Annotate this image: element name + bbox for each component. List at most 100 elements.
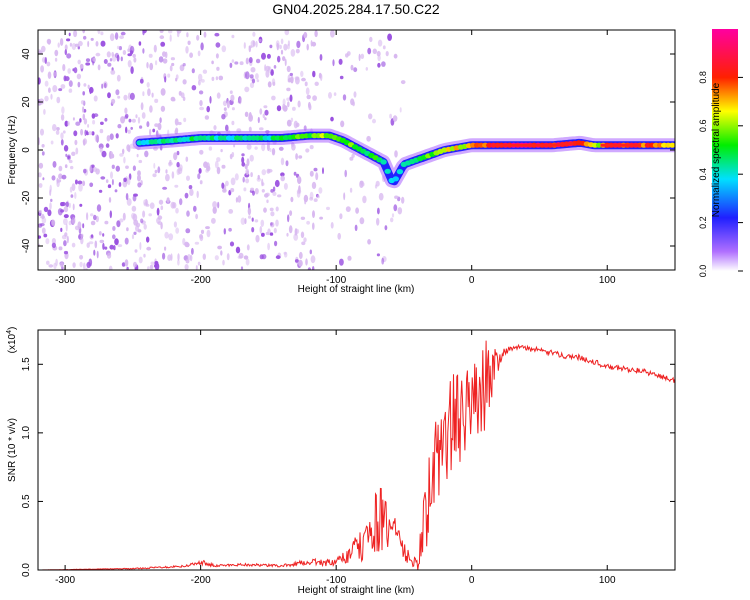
- noise-speck: [122, 148, 125, 155]
- noise-speck: [307, 267, 312, 270]
- snr-line: [38, 340, 675, 570]
- noise-speck: [286, 97, 291, 101]
- noise-speck: [85, 62, 91, 66]
- noise-speck: [274, 240, 278, 247]
- noise-speck: [326, 206, 330, 211]
- noise-speck: [84, 129, 87, 136]
- noise-speck: [104, 82, 107, 89]
- noise-speck: [188, 185, 193, 190]
- noise-speck: [40, 128, 44, 136]
- noise-speck: [89, 164, 92, 173]
- noise-speck: [189, 254, 193, 262]
- noise-speck: [52, 85, 58, 93]
- noise-speck: [179, 64, 185, 72]
- noise-speck: [48, 264, 54, 268]
- y-tick-label: -20: [21, 190, 32, 205]
- noise-speck: [132, 53, 136, 58]
- noise-speck: [353, 91, 357, 98]
- noise-speck: [176, 161, 180, 168]
- noise-speck: [59, 262, 64, 268]
- noise-speck: [165, 173, 170, 182]
- colorbar-tick-label: 0.2: [698, 216, 708, 229]
- noise-speck: [254, 188, 259, 195]
- noise-speck: [311, 181, 317, 189]
- noise-speck: [342, 94, 347, 101]
- noise-speck: [295, 48, 300, 54]
- noise-speck: [137, 174, 141, 182]
- noise-speck: [273, 227, 277, 234]
- noise-speck: [70, 165, 74, 170]
- noise-speck: [143, 253, 146, 258]
- noise-speck: [306, 220, 310, 225]
- noise-speck: [204, 115, 210, 120]
- noise-speck: [82, 180, 86, 187]
- noise-speck: [229, 241, 235, 247]
- noise-speck: [359, 217, 365, 225]
- noise-speck: [198, 73, 203, 82]
- noise-speck: [249, 74, 254, 79]
- noise-speck: [80, 236, 84, 245]
- noise-speck: [106, 51, 111, 58]
- noise-speck: [259, 254, 264, 260]
- noise-speck: [179, 198, 183, 206]
- noise-speck: [142, 91, 145, 97]
- spectrogram-x-ticks: -300 -200 -100 0 100: [55, 30, 616, 286]
- noise-speck: [50, 93, 53, 100]
- noise-speck: [138, 256, 143, 264]
- noise-speck: [174, 184, 179, 188]
- noise-speck: [138, 159, 143, 164]
- noise-speck: [83, 83, 87, 87]
- noise-speck: [70, 194, 74, 198]
- noise-speck: [109, 133, 114, 140]
- noise-speck: [197, 50, 201, 57]
- noise-speck: [378, 192, 384, 201]
- colorbar-label: Normalized spectral amplitude: [711, 82, 722, 217]
- noise-speck: [245, 71, 250, 80]
- noise-speck: [133, 231, 137, 235]
- noise-speck: [293, 120, 298, 129]
- noise-speck: [218, 75, 224, 81]
- noise-speck: [93, 214, 97, 221]
- noise-speck: [124, 107, 128, 114]
- ridge-mark: [396, 169, 404, 175]
- noise-speck: [322, 167, 324, 175]
- colorbar-ticks: 0.0 0.2 0.4 0.6 0.8: [698, 71, 743, 277]
- noise-speck: [167, 254, 172, 261]
- noise-speck: [90, 220, 96, 226]
- noise-speck: [171, 171, 175, 179]
- noise-speck: [239, 96, 242, 105]
- noise-speck: [90, 234, 94, 239]
- noise-speck: [54, 49, 59, 57]
- noise-speck: [177, 259, 180, 266]
- noise-speck: [52, 124, 57, 132]
- noise-speck: [149, 202, 155, 209]
- noise-speck: [56, 180, 60, 188]
- noise-speck: [339, 75, 344, 80]
- noise-speck: [71, 183, 76, 192]
- noise-speck: [136, 153, 139, 158]
- noise-speck: [109, 210, 113, 219]
- noise-speck: [249, 154, 254, 162]
- noise-speck: [289, 94, 293, 102]
- noise-speck: [275, 219, 279, 227]
- noise-speck: [170, 57, 175, 61]
- noise-speck: [112, 234, 116, 240]
- noise-speck: [168, 233, 174, 241]
- noise-speck: [154, 123, 159, 127]
- noise-speck: [259, 226, 263, 234]
- noise-speck: [38, 49, 41, 53]
- noise-speck: [55, 130, 60, 135]
- noise-speck: [339, 258, 344, 266]
- noise-speck: [164, 76, 167, 83]
- noise-speck: [271, 95, 276, 101]
- noise-speck: [196, 34, 200, 41]
- noise-speck: [77, 180, 83, 185]
- noise-speck: [153, 162, 156, 169]
- noise-speck: [111, 164, 115, 169]
- noise-speck: [223, 228, 226, 235]
- noise-speck: [157, 122, 162, 131]
- noise-speck: [280, 172, 285, 177]
- noise-speck: [261, 182, 265, 186]
- noise-speck: [140, 102, 144, 111]
- noise-speck: [100, 121, 104, 126]
